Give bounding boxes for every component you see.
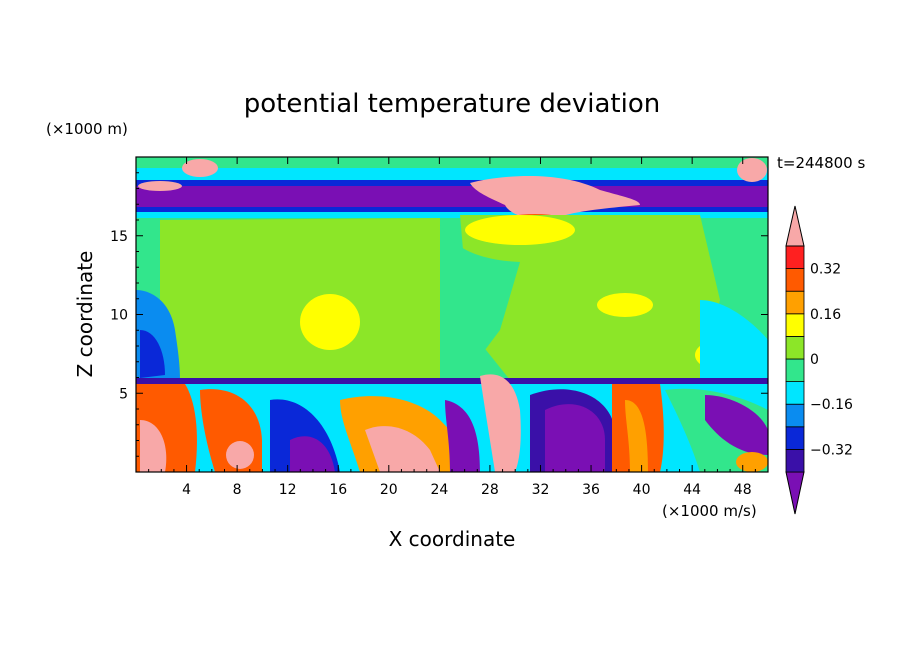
chart-title: potential temperature deviation [244,89,660,119]
y-tick-label: 10 [110,308,128,324]
field-region [365,426,440,472]
x-axis: 4 8 12 16 20 24 28 32 36 40 44 48 [148,157,756,498]
x-tick-label: 40 [633,482,651,498]
colorbar-label: 0.32 [810,262,841,278]
y-units-label: (×1000 m) [46,120,128,138]
field-region [545,404,605,472]
y-axis-label: Z coordinate [73,251,97,378]
x-tick-label: 12 [279,482,297,498]
x-tick-label: 36 [582,482,600,498]
x-tick-label: 4 [182,482,191,498]
y-tick-label: 15 [110,229,128,245]
colorbar-label: −0.16 [810,397,853,413]
plot-area [135,156,769,473]
field-region [138,181,182,191]
colorbar-swatch [785,268,805,292]
x-tick-label: 48 [734,482,752,498]
field-region [470,175,640,220]
colorbar-swatch [785,426,805,450]
field-region [182,159,218,177]
x-tick-label: 28 [481,482,499,498]
field-region [136,378,768,386]
field-region [136,212,768,218]
colorbar: 0.32 0.16 0 −0.16 −0.32 [785,205,853,515]
field-region [445,400,480,472]
x-axis-label: X coordinate [389,527,516,551]
y-tick-label: 5 [119,386,128,402]
field-region [440,225,520,370]
colorbar-swatch [785,448,805,473]
colorbar-swatch [785,313,805,337]
x-tick-label: 20 [380,482,398,498]
colorbar-label: 0 [810,352,819,368]
x-tick-label: 44 [683,482,701,498]
colorbar-swatch [785,290,805,315]
colorbar-swatch [785,245,805,270]
field-region [737,158,767,182]
field-region [705,395,768,455]
colorbar-swatch [785,381,805,405]
x-tick-label: 8 [233,482,242,498]
field-region [136,168,768,180]
field-region [226,441,254,469]
colorbar-label: −0.32 [810,442,853,458]
y-axis: 5 10 15 [110,172,768,457]
time-label: t=244800 s [777,154,865,172]
field-region [597,293,653,317]
field-region [160,218,440,380]
x-tick-label: 24 [430,482,448,498]
field-region [736,452,768,472]
field-region [136,186,768,208]
field-region [625,400,648,472]
x-tick-label: 32 [532,482,550,498]
x-units-label: (×1000 m/s) [662,502,757,520]
field-region [290,436,335,472]
colorbar-bottom-triangle [785,471,805,515]
colorbar-top-triangle [785,205,805,247]
colorbar-swatch [785,335,805,360]
field-region [136,207,768,213]
field-region [480,374,521,472]
field-region [140,330,165,378]
x-tick-label: 16 [329,482,347,498]
field-region [465,215,575,245]
colorbar-swatch [785,358,805,383]
field-region [460,215,720,380]
field-region [140,420,167,472]
colorbar-label: 0.16 [810,307,841,323]
field-region [700,300,768,380]
field-region [136,180,768,188]
colorbar-swatch [785,403,805,428]
field-region [300,294,360,350]
